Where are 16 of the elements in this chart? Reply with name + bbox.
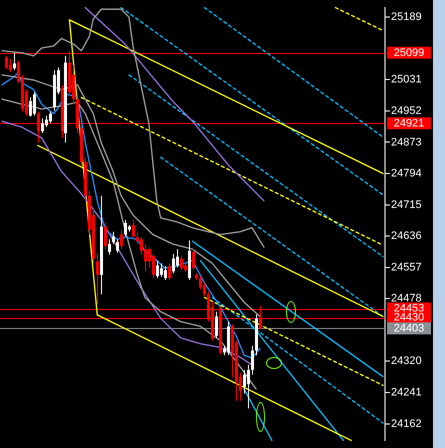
y-tick-label: 24162 [391,418,422,430]
ref-line-label: 24430 [394,312,424,324]
y-tick-label: 25031 [391,74,422,86]
ref-line-label: 25099 [394,46,424,59]
y-tick-label: 24715 [391,198,422,211]
ref-line-label: 24921 [394,117,424,130]
y-tick-label: 24320 [391,355,422,368]
y-tick-label: 25189 [391,11,422,24]
y-tick-label: 24952 [391,104,422,117]
y-tick-label: 24794 [391,168,422,180]
y-tick-label: 24241 [391,386,422,399]
y-tick-label: 24873 [391,136,422,148]
y-tick-label: 24478 [391,292,422,305]
y-tick-label: 24636 [391,230,422,242]
y-tick-label: 24557 [391,261,422,274]
ref-line-label: 24403 [394,322,424,334]
